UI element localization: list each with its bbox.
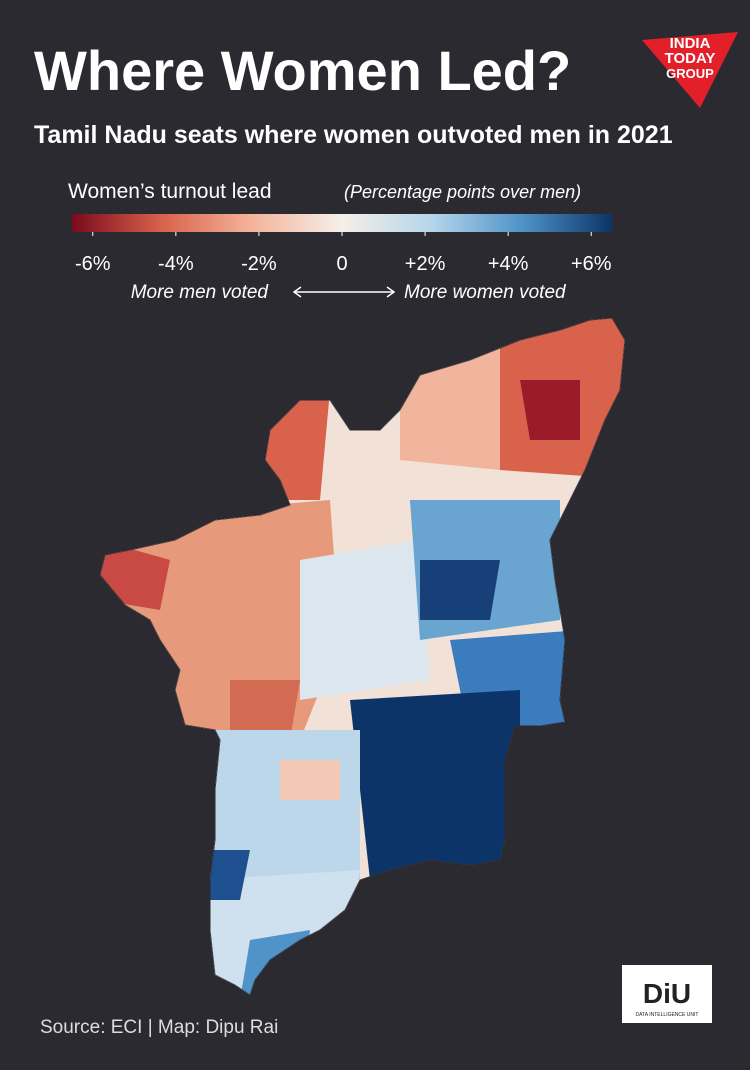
right-note: More women voted [404, 282, 567, 303]
logo-text: TODAY [665, 50, 716, 67]
subtitle: Tamil Nadu seats where women outvoted me… [34, 121, 673, 149]
legend-title: Women’s turnout lead [68, 180, 272, 203]
tick-label: +4% [488, 253, 529, 275]
badge-box [622, 965, 712, 1023]
tick-label: 0 [336, 253, 347, 275]
map [100, 318, 625, 995]
legend-subtitle: (Percentage points over men) [344, 182, 581, 202]
badge-caption: DATA INTELLIGENCE UNIT [636, 1012, 699, 1018]
badge: DiU DATA INTELLIGENCE UNIT [622, 965, 712, 1023]
source: Source: ECI | Map: Dipu Rai [40, 1017, 278, 1038]
color-scale [72, 214, 612, 232]
logo-text: GROUP [666, 66, 714, 81]
left-note: More men voted [131, 282, 270, 303]
tick-label: -2% [241, 253, 277, 275]
logo: INDIA TODAY GROUP [642, 32, 738, 108]
title: Where Women Led? [34, 39, 571, 102]
logo-shape [642, 32, 738, 108]
tick-label: -4% [158, 253, 194, 275]
arrow [292, 286, 396, 298]
logo-text: INDIA [670, 35, 711, 52]
tick-label: +2% [405, 253, 446, 275]
tick-label: +6% [571, 253, 612, 275]
tick-label: -6% [75, 253, 111, 275]
badge-text: DiU [643, 978, 691, 1009]
